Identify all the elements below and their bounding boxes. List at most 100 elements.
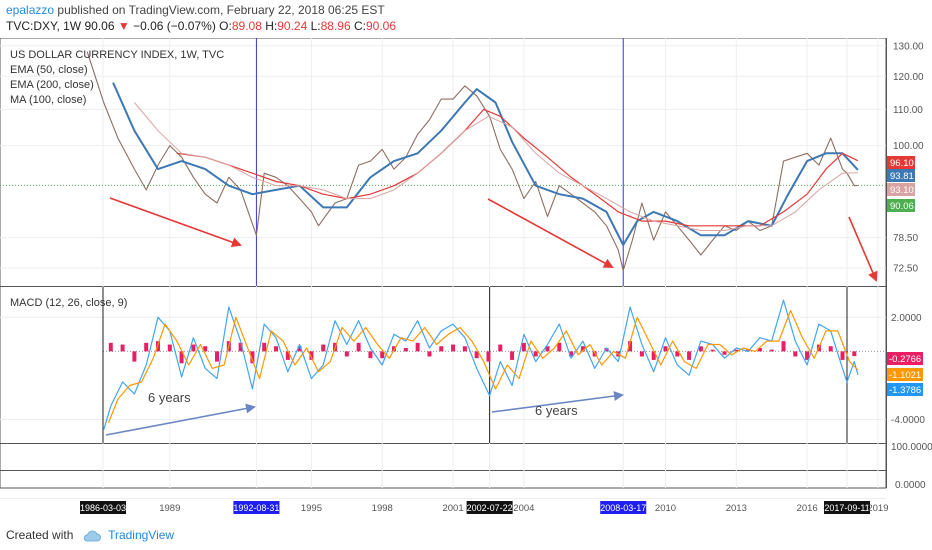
macd-pane — [103, 299, 859, 430]
macd-histogram-bar — [120, 344, 125, 352]
time-axis-date-badge — [600, 501, 647, 514]
time-axis-tick-label: 1995 — [301, 503, 322, 514]
price-axis-value-label: 93.81 — [890, 171, 914, 182]
axes: 130.00 120.00 110.00 100.00 78.50 72.50 96.10 9… — [0, 41, 932, 514]
macd-histogram-bar — [238, 342, 243, 352]
price-axis-tick-label: 78.50 — [893, 233, 918, 244]
publish-info: published on TradingView.com, February 2… — [57, 3, 385, 17]
time-axis-tick-label: 2016 — [797, 503, 818, 514]
time-axis-date-label: 1992-08-31 — [233, 503, 279, 513]
macd-histogram-bar — [486, 351, 491, 362]
time-axis-tick-label: 2001 — [442, 503, 463, 514]
macd-histogram-bar — [474, 351, 479, 359]
macd-histogram-bar — [132, 351, 137, 362]
low-label: L: — [310, 19, 321, 33]
legend-ema50: EMA (50, close) — [10, 64, 88, 76]
legend-ema200: EMA (200, close) — [10, 79, 94, 91]
macd-axis-value-badge — [887, 383, 923, 396]
time-axis-date-label: 1986-03-03 — [80, 503, 126, 513]
grid — [0, 38, 886, 488]
chart-title: US DOLLAR CURRENCY INDEX, 1W, TVC — [10, 49, 224, 61]
lower-pane-tick-label: 100.0000 — [891, 442, 932, 453]
price-axis-value-label: 90.06 — [890, 201, 914, 212]
downtrend-arrow-3 — [848, 216, 878, 282]
macd-histogram-bar — [557, 342, 562, 352]
macd-histogram-bar — [675, 351, 680, 357]
macd-histogram-bar — [533, 351, 538, 357]
macd-series-line — [103, 299, 859, 430]
price-axis-value-label: 93.10 — [890, 185, 914, 196]
time-axis-tick-label: 2019 — [867, 503, 888, 514]
macd-histogram-bar — [687, 351, 692, 360]
time-axis-tick-label: 2004 — [513, 503, 534, 514]
macd-histogram-bar — [521, 342, 526, 352]
macd-histogram-bar — [262, 342, 267, 352]
tradingview-cloud-icon — [83, 530, 101, 542]
price-axis-tick-label: 110.00 — [893, 105, 923, 116]
created-with-label: Created with — [6, 528, 74, 542]
macd-histogram-bar — [403, 347, 408, 352]
signal-series-line — [107, 309, 859, 424]
last-price: 90.06 — [84, 19, 115, 33]
macd-histogram-bar — [285, 351, 290, 360]
cycle-arrow-2 — [491, 391, 624, 413]
price-axis-tick-label: 120.00 — [893, 72, 924, 83]
macd-histogram-bar — [698, 346, 703, 352]
author-link[interactable]: epalazzo — [6, 3, 55, 17]
six-years-label-1: 6 years — [148, 390, 191, 405]
price-axis-value-badge — [887, 156, 915, 169]
macd-histogram-bar — [510, 351, 515, 360]
price-axis-tick-label: 100.00 — [893, 141, 924, 152]
six-years-label-2: 6 years — [535, 403, 578, 418]
macd-histogram-bar — [781, 341, 786, 352]
legend-ma100: MA (100, close) — [10, 94, 86, 106]
price-axis-value-label: 96.10 — [890, 158, 914, 169]
macd-histogram-bar — [840, 351, 845, 360]
macd-histogram-bar — [274, 346, 279, 352]
close-label: C: — [353, 19, 366, 33]
price-axis-value-badge — [887, 169, 915, 182]
close-value: 90.06 — [365, 19, 397, 33]
high-value: 90.24 — [277, 19, 308, 33]
down-arrow-icon: ▼ — [117, 19, 130, 33]
macd-histogram-bar — [250, 351, 255, 364]
time-axis-tick-label: 1998 — [372, 503, 393, 514]
macd-histogram-bar — [297, 346, 302, 352]
price-axis-tick-label: 130.00 — [893, 41, 924, 52]
macd-histogram-bar — [368, 351, 373, 359]
macd-histogram-bar — [309, 351, 314, 360]
macd-histogram-bar — [380, 351, 385, 359]
macd-histogram-bar — [580, 346, 585, 352]
publish-header: epalazzo published on TradingView.com, F… — [6, 3, 385, 18]
macd-histogram-bar — [722, 351, 727, 355]
macd-histogram-bar — [604, 347, 609, 352]
macd-histogram-bar — [852, 351, 857, 357]
ma100-series-line — [134, 102, 858, 231]
macd-histogram-bar — [569, 351, 574, 357]
downtrend-arrow-1 — [109, 197, 242, 247]
time-axis-date-badge — [824, 501, 870, 514]
macd-histogram-bar — [203, 346, 208, 352]
macd-axis-value-badge — [887, 352, 923, 365]
ema200-series-line — [176, 108, 859, 227]
macd-axis-value-label: -1.1021 — [889, 370, 921, 381]
macd-axis-value-label: -1.3786 — [889, 385, 921, 396]
time-axis-date-label: 2017-09-11 — [824, 503, 869, 513]
macd-histogram-bar — [356, 342, 361, 352]
macd-histogram-bar — [179, 351, 184, 364]
macd-histogram-bar — [144, 342, 149, 352]
time-axis-tick-label: 1989 — [159, 503, 180, 514]
macd-histogram-bar — [427, 351, 432, 357]
macd-histogram-bar — [108, 342, 113, 352]
macd-histogram-bar — [651, 351, 656, 360]
macd-histogram-bar — [545, 346, 550, 352]
price-axis-tick-label: 72.50 — [893, 263, 918, 274]
chart-area[interactable]: 130.00 120.00 110.00 100.00 78.50 72.50 96.10 9… — [0, 38, 932, 526]
tradingview-brand-link[interactable]: TradingView — [108, 528, 175, 542]
vertical-markers — [102, 38, 848, 443]
macd-axis-value-badge — [887, 368, 923, 381]
quote-bar: TVC:DXY, 1W 90.06 ▼ −0.06 (−0.07%) O:89.… — [6, 19, 396, 34]
macd-histogram-bar — [734, 349, 739, 352]
macd-histogram-bar — [710, 349, 715, 352]
time-axis-date-badge — [80, 501, 126, 514]
